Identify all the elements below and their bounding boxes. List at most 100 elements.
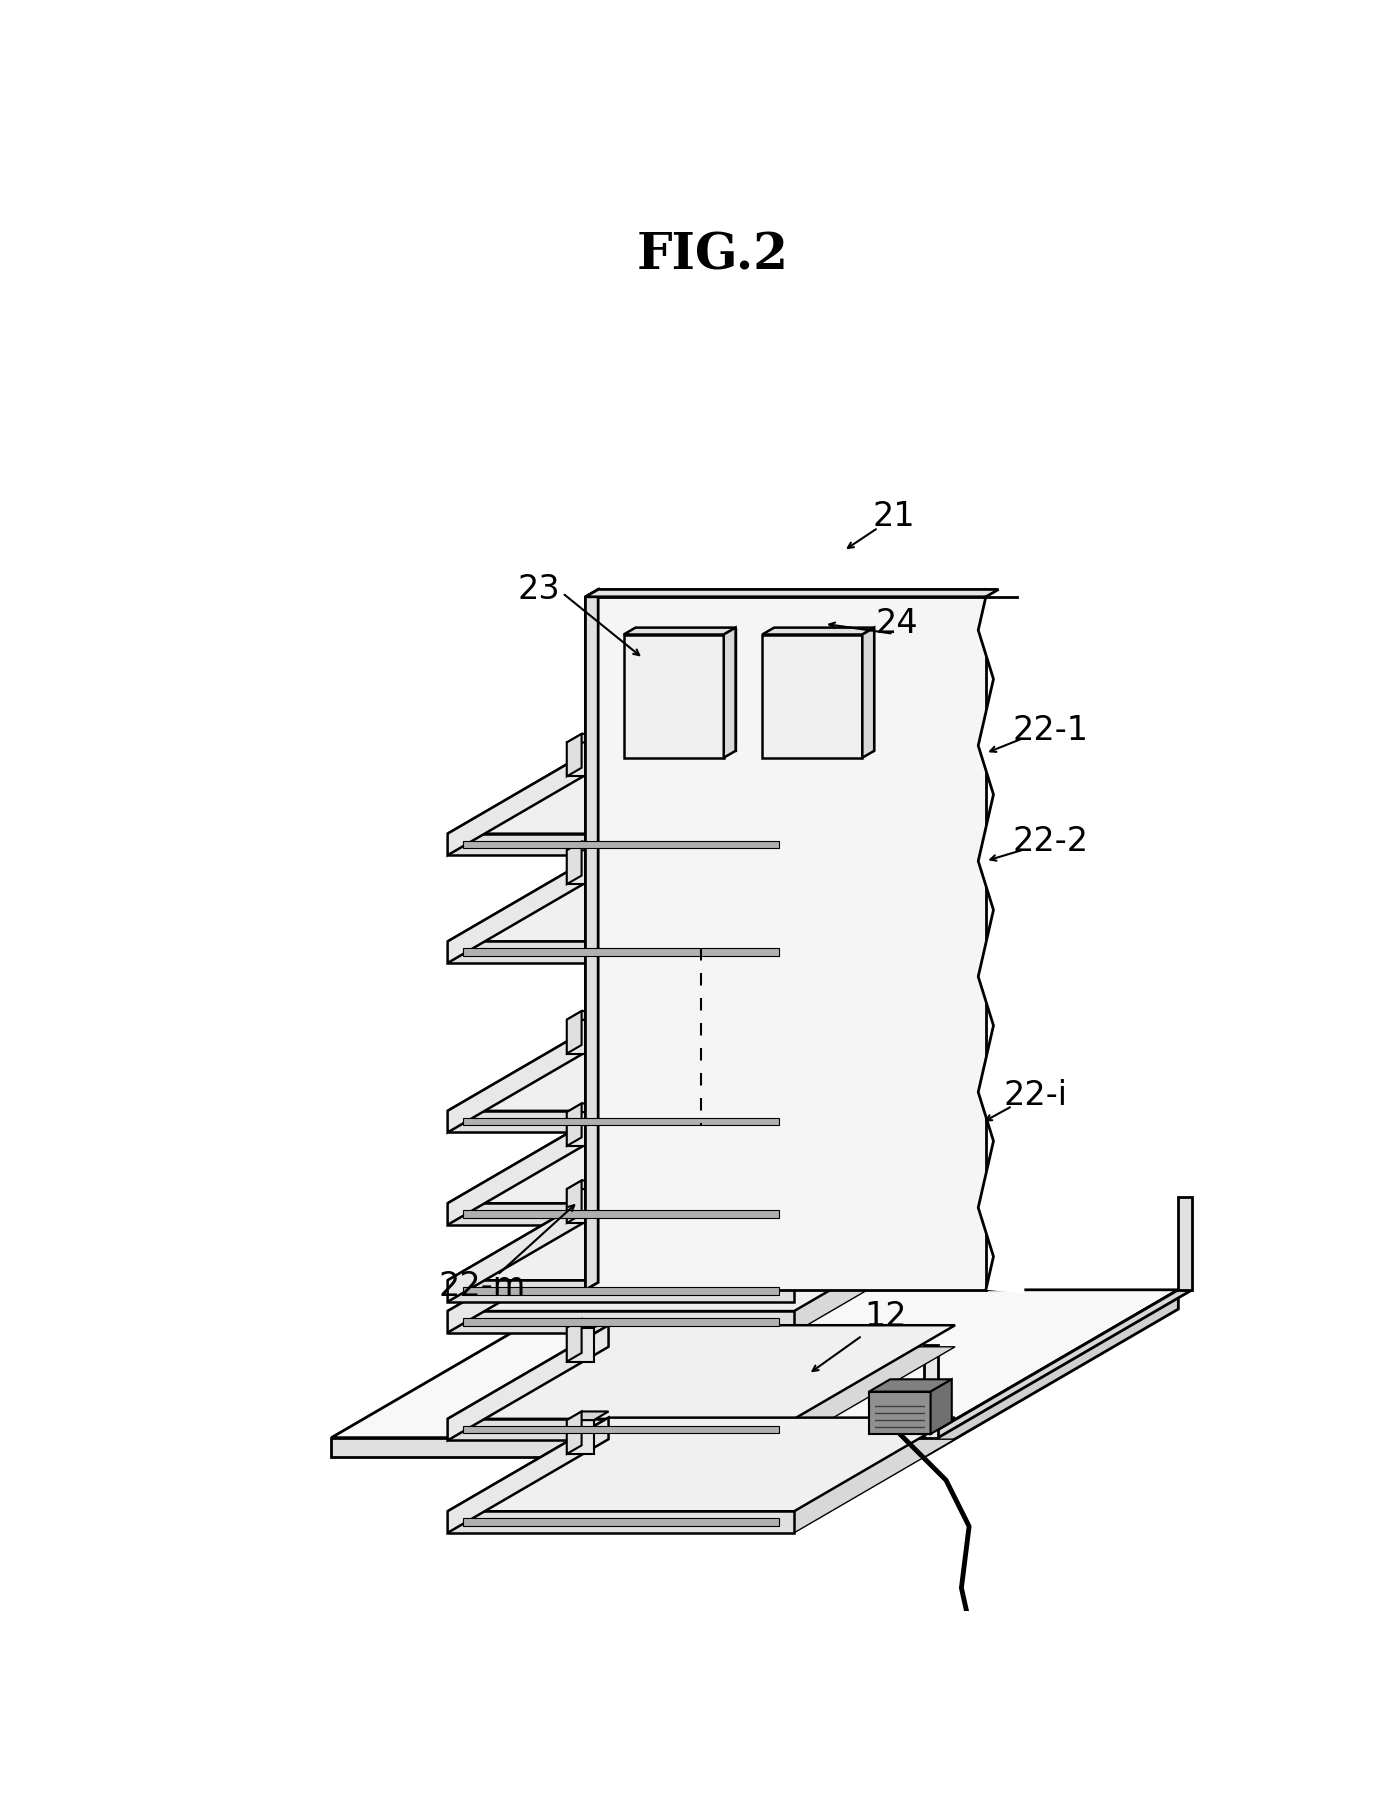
Polygon shape: [448, 1417, 608, 1533]
Polygon shape: [448, 1017, 608, 1133]
Polygon shape: [566, 1211, 608, 1220]
Polygon shape: [463, 1318, 779, 1325]
Polygon shape: [448, 1209, 956, 1301]
Polygon shape: [448, 1017, 956, 1111]
Polygon shape: [586, 590, 598, 1291]
Polygon shape: [566, 733, 608, 742]
Polygon shape: [448, 1325, 956, 1419]
Polygon shape: [924, 1291, 1178, 1457]
Polygon shape: [566, 1319, 608, 1329]
Polygon shape: [566, 842, 608, 851]
Text: 22-1: 22-1: [1013, 713, 1089, 748]
Polygon shape: [623, 628, 736, 635]
Polygon shape: [623, 635, 723, 758]
Polygon shape: [448, 1131, 956, 1225]
Polygon shape: [566, 1104, 581, 1146]
Polygon shape: [723, 628, 736, 758]
Polygon shape: [566, 1012, 581, 1053]
Polygon shape: [566, 1111, 594, 1146]
Polygon shape: [668, 1365, 719, 1403]
Polygon shape: [1178, 1198, 1192, 1291]
Text: 22-2: 22-2: [1013, 825, 1089, 858]
Polygon shape: [448, 1417, 956, 1511]
Polygon shape: [448, 1218, 956, 1310]
Polygon shape: [566, 742, 594, 776]
Polygon shape: [448, 1240, 956, 1332]
Polygon shape: [566, 1019, 594, 1053]
Polygon shape: [463, 1211, 779, 1218]
Polygon shape: [331, 1291, 1178, 1437]
Polygon shape: [566, 1220, 594, 1254]
Polygon shape: [448, 762, 956, 854]
Bar: [942, 1649, 1007, 1696]
Polygon shape: [566, 851, 594, 883]
Polygon shape: [448, 1187, 608, 1301]
Text: 12: 12: [864, 1300, 907, 1332]
Polygon shape: [448, 1039, 956, 1133]
Text: 22-i: 22-i: [1003, 1079, 1067, 1113]
Polygon shape: [586, 590, 999, 597]
Polygon shape: [762, 628, 874, 635]
Polygon shape: [448, 1218, 608, 1332]
FancyBboxPatch shape: [942, 1768, 1027, 1810]
Text: 24: 24: [876, 608, 918, 641]
Polygon shape: [448, 1347, 956, 1441]
Polygon shape: [566, 1412, 581, 1453]
Polygon shape: [448, 847, 956, 941]
Polygon shape: [566, 1104, 608, 1111]
Polygon shape: [931, 1379, 951, 1434]
Polygon shape: [762, 635, 862, 758]
Polygon shape: [448, 834, 794, 854]
Polygon shape: [463, 1119, 779, 1126]
Polygon shape: [566, 1329, 594, 1361]
Polygon shape: [924, 1291, 1192, 1437]
Polygon shape: [566, 733, 581, 776]
Polygon shape: [463, 1426, 779, 1434]
Polygon shape: [545, 1365, 719, 1394]
Polygon shape: [566, 1421, 594, 1453]
Polygon shape: [448, 1110, 608, 1225]
Polygon shape: [448, 1187, 956, 1280]
Polygon shape: [448, 1310, 794, 1332]
Polygon shape: [869, 1379, 951, 1392]
Text: 23: 23: [517, 572, 561, 606]
Text: 21: 21: [872, 500, 915, 532]
Polygon shape: [448, 1439, 956, 1533]
Polygon shape: [463, 948, 779, 956]
Polygon shape: [448, 847, 608, 963]
Polygon shape: [780, 1379, 832, 1417]
Polygon shape: [862, 628, 874, 758]
Polygon shape: [566, 1211, 581, 1254]
Polygon shape: [448, 869, 956, 963]
Polygon shape: [448, 941, 794, 963]
Polygon shape: [448, 1325, 608, 1441]
Polygon shape: [463, 1519, 779, 1526]
Polygon shape: [448, 1204, 794, 1225]
Polygon shape: [448, 740, 608, 854]
Polygon shape: [869, 1392, 931, 1434]
Polygon shape: [448, 1110, 956, 1204]
Polygon shape: [331, 1437, 924, 1457]
Polygon shape: [924, 1345, 938, 1437]
Polygon shape: [566, 1012, 608, 1019]
Polygon shape: [448, 1111, 794, 1133]
Polygon shape: [448, 740, 956, 834]
Text: 22-m: 22-m: [438, 1271, 526, 1303]
Polygon shape: [566, 1180, 581, 1224]
Polygon shape: [566, 1412, 608, 1421]
Polygon shape: [658, 1379, 832, 1408]
Polygon shape: [566, 842, 581, 883]
Polygon shape: [978, 594, 1024, 1294]
Polygon shape: [566, 1319, 581, 1361]
Polygon shape: [448, 1419, 794, 1441]
Polygon shape: [463, 1287, 779, 1294]
Polygon shape: [658, 1408, 780, 1417]
Polygon shape: [636, 628, 736, 751]
Polygon shape: [775, 628, 874, 751]
Polygon shape: [566, 1180, 608, 1189]
Text: FIG.2: FIG.2: [637, 232, 789, 281]
Polygon shape: [448, 1280, 794, 1301]
Polygon shape: [586, 597, 986, 1291]
Polygon shape: [463, 840, 779, 849]
Polygon shape: [448, 1511, 794, 1533]
